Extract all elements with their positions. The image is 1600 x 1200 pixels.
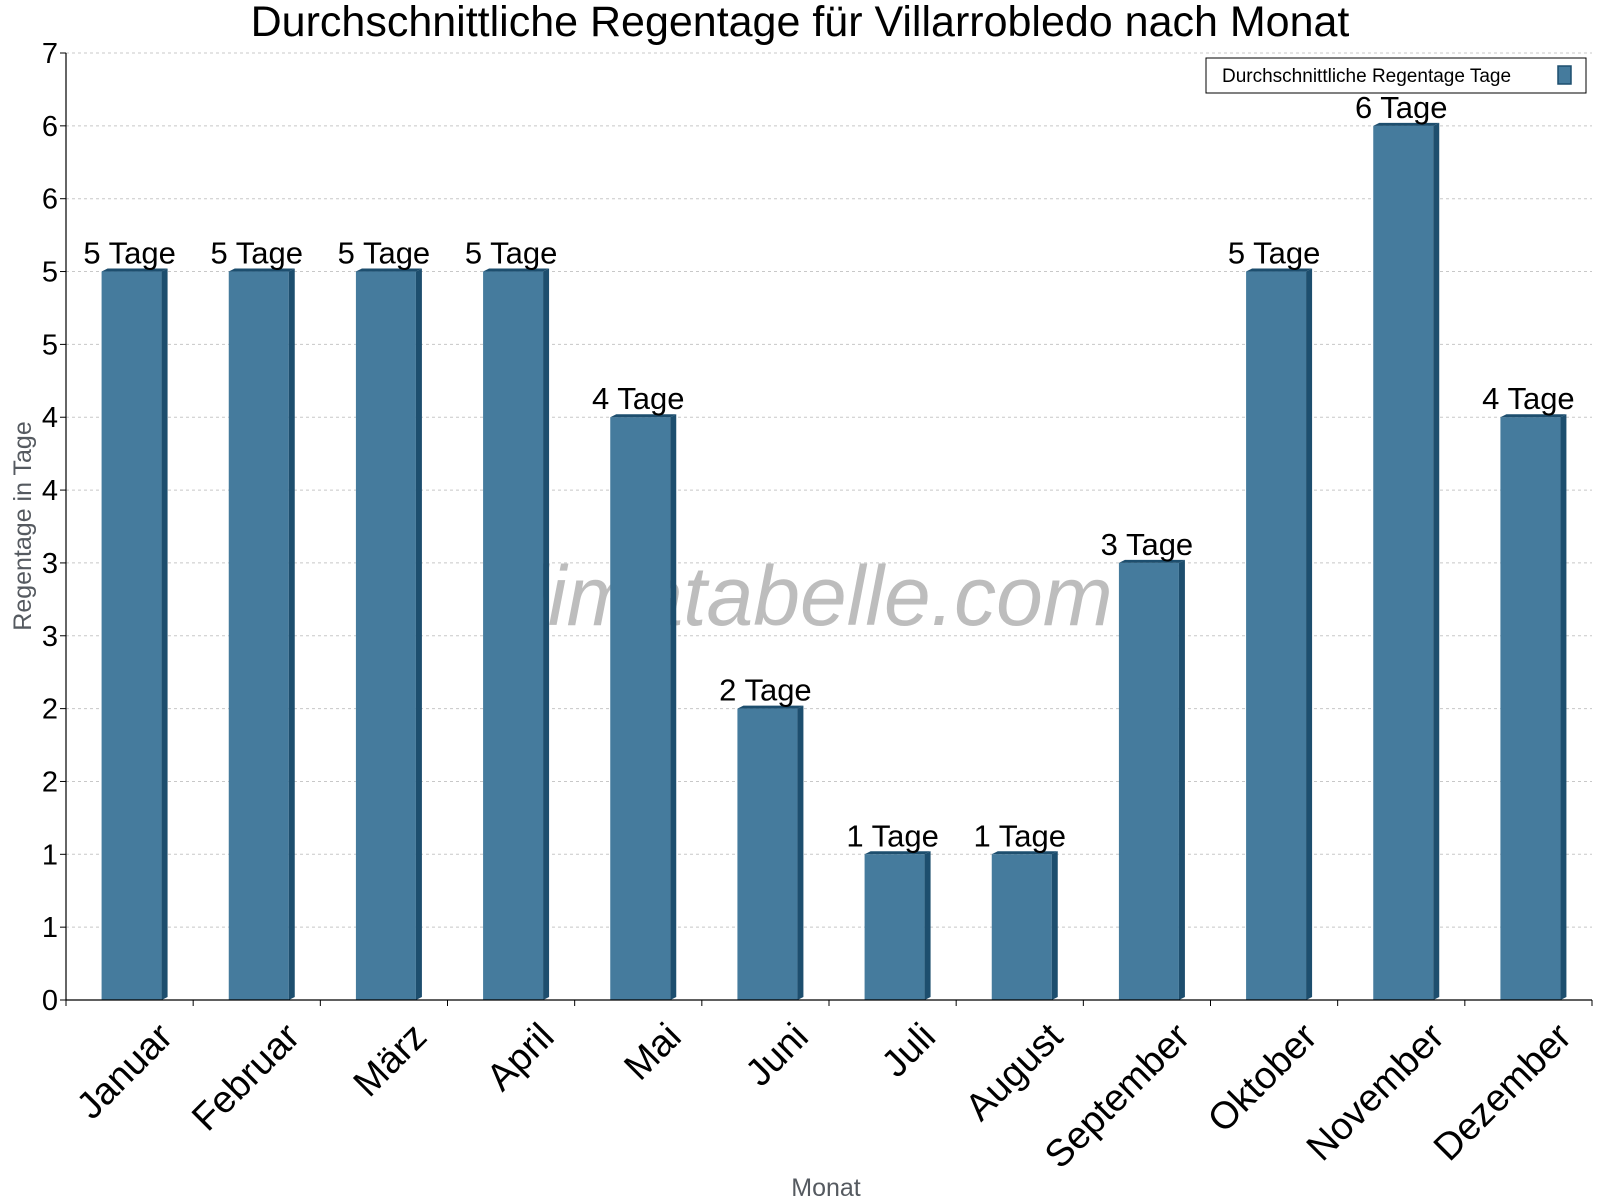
data-label: 2 Tage [719,673,812,708]
legend-box [1205,57,1587,94]
data-label: 5 Tage [465,236,558,271]
x-tick-label: Juni [738,1016,817,1095]
data-labels: 5 Tage 5 Tage 5 Tage 5 Tage 4 Tage 2 Tage 1 Ta… [83,90,1574,853]
bar-side [1178,559,1185,1000]
data-label: 1 Tage [973,818,1066,853]
x-tick-label: Juli [874,1016,944,1086]
bar-side [1306,268,1313,1000]
legend-label: Durchschnittliche Regentage Tage [1222,66,1511,87]
y-tick-label: 1 [42,839,58,871]
grid [66,52,1592,928]
data-label: 5 Tage [83,236,176,271]
bar-side [1560,414,1567,1000]
data-label: 1 Tage [846,818,939,853]
x-tick-label: Februar [184,1015,308,1139]
bar-side [1051,851,1058,1000]
x-tick-label: Dezember [1426,1015,1580,1169]
bar-side [415,268,422,1000]
data-label: 5 Tage [1228,236,1321,271]
bars [101,122,1567,1001]
bar [1373,125,1434,1001]
bar-top [1246,268,1313,272]
bar [1500,417,1561,1000]
x-tick-label: Mai [617,1016,690,1089]
bar [610,417,671,1000]
bar [228,271,289,1000]
bar [483,271,544,1000]
bar-top [483,268,550,272]
bar [1246,271,1307,1000]
y-tick-label: 5 [42,257,58,289]
bar-top [610,414,677,418]
bar-top [1500,414,1567,418]
bar-side [161,268,168,1000]
bar [355,271,416,1000]
y-tick-label: 6 [42,184,58,216]
bar-top [991,851,1058,855]
y-tick-label: 4 [42,475,58,507]
x-tick-label: Januar [69,1015,181,1127]
bar-top [1118,559,1185,563]
x-axis-label: Monat [791,1174,861,1200]
y-tick-label: 2 [42,766,58,798]
bar [101,271,162,1000]
data-label: 4 Tage [592,381,685,416]
y-tick-label: 7 [42,38,58,70]
watermark: klimatabelle.com [487,549,1113,643]
data-label: 5 Tage [338,236,431,271]
bar-side [797,705,804,1000]
y-tick-label: 2 [42,694,58,726]
x-tick-label: November [1299,1015,1453,1169]
data-label: 6 Tage [1355,90,1448,125]
x-tick-label: April [479,1016,562,1099]
bar [864,854,925,1000]
bar [991,854,1052,1000]
bar [1118,562,1179,1000]
x-tick-label: August [958,1015,1072,1129]
bar-side [1433,122,1440,1001]
legend-swatch [1557,65,1572,85]
y-tick-label: 0 [42,985,58,1017]
y-tick-label: 3 [42,621,58,653]
data-label: 3 Tage [1101,527,1194,562]
legend: Durchschnittliche Regentage Tage [1205,57,1587,94]
y-tick-label: 1 [42,912,58,944]
y-tick-label: 5 [42,329,58,361]
y-tick-label: 6 [42,111,58,143]
x-tick-label: Oktober [1200,1015,1326,1141]
bar-top [864,851,931,855]
data-label: 5 Tage [210,236,303,271]
y-axis-label: Regentage in Tage [9,421,37,630]
data-label: 4 Tage [1482,381,1575,416]
bar-top [737,705,804,709]
bar-top [228,268,295,272]
bar-side [924,851,931,1000]
x-tick-label: März [346,1016,435,1105]
bar-side [670,414,677,1000]
bar-top [1373,122,1440,126]
bar-side [543,268,550,1000]
bar-top [101,268,168,272]
bar-side [288,268,295,1000]
y-tick-label: 3 [42,548,58,580]
chart-title: Durchschnittliche Regentage für Villarro… [251,0,1350,46]
y-tick-label: 4 [42,402,58,434]
bar [737,708,798,1000]
bar-top [355,268,422,272]
